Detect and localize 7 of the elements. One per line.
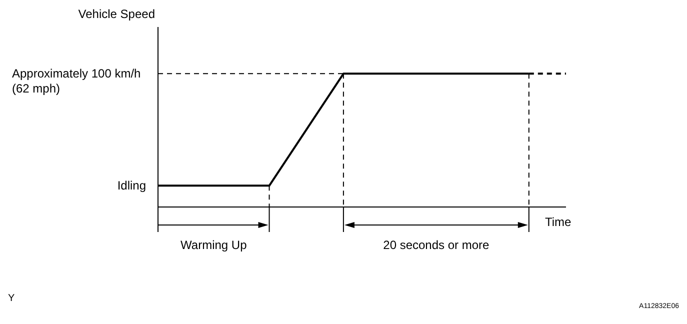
text: Approximately 100 km/h (62 mph) (12, 66, 141, 96)
text: Idling (117, 178, 146, 193)
text: 20 seconds or more (383, 238, 490, 252)
text: Y (8, 293, 15, 304)
y-axis-title: Vehicle Speed (78, 7, 155, 21)
x-axis-title: Time (545, 215, 572, 229)
text: Warming Up (180, 238, 248, 252)
